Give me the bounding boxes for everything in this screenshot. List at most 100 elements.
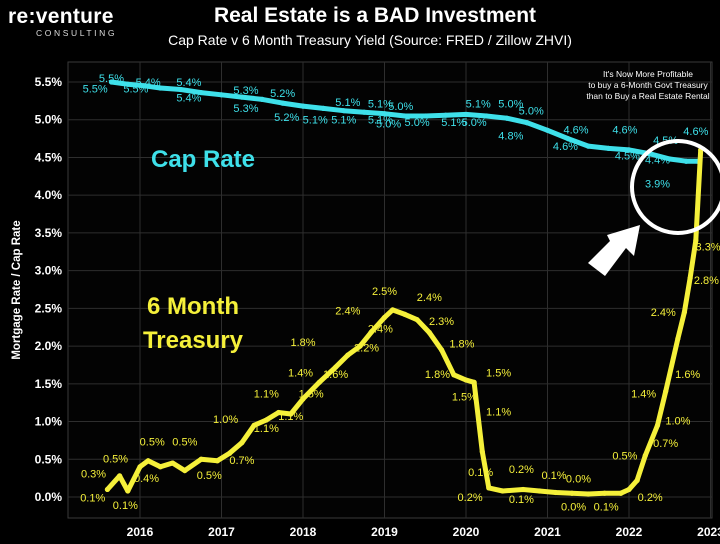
treasury-point bbox=[345, 352, 351, 358]
treasury-point bbox=[681, 309, 688, 315]
y-tick-label: 5.5% bbox=[35, 75, 63, 89]
treasury-data-label: 1.4% bbox=[288, 367, 313, 379]
callout-text-line: It's Now More Profitable bbox=[603, 69, 693, 79]
treasury-point bbox=[239, 440, 245, 446]
treasury-point bbox=[214, 458, 221, 464]
cap-rate-point bbox=[239, 94, 245, 100]
treasury-point bbox=[687, 275, 693, 281]
cap-rate-data-label: 5.2% bbox=[274, 112, 299, 124]
cap-rate-data-label: 5.2% bbox=[270, 88, 295, 100]
cap-rate-data-label: 5.1% bbox=[303, 115, 328, 127]
cap-rate-data-label: 5.1% bbox=[368, 115, 393, 127]
cap-rate-data-label: 4.8% bbox=[498, 130, 523, 142]
cap-rate-point bbox=[585, 143, 591, 149]
y-tick-label: 0.0% bbox=[35, 490, 63, 504]
cap-rate-data-label: 4.6% bbox=[553, 141, 578, 153]
treasury-point bbox=[170, 460, 176, 466]
cap-rate-point bbox=[157, 85, 163, 91]
cap-rate-point bbox=[606, 145, 612, 151]
grid-lines bbox=[67, 61, 713, 519]
treasury-data-label: 0.4% bbox=[134, 473, 159, 485]
x-tick-label: 2019 bbox=[371, 525, 398, 539]
treasury-point bbox=[486, 485, 492, 491]
cap-rate-point bbox=[683, 158, 689, 164]
cap-rate-point bbox=[402, 113, 408, 119]
y-tick-label: 3.0% bbox=[35, 264, 63, 278]
x-tick-label: 2020 bbox=[453, 525, 480, 539]
treasury-point bbox=[601, 490, 608, 496]
cap-rate-data-label: 5.1% bbox=[335, 97, 360, 109]
treasury-data-label: 1.1% bbox=[486, 407, 511, 419]
y-tick-label: 2.0% bbox=[35, 339, 63, 353]
treasury-data-label: 2.4% bbox=[417, 292, 442, 304]
treasury-data-label: 2.2% bbox=[354, 342, 379, 354]
treasury-point bbox=[626, 486, 632, 493]
cap-rate-data-label: 5.5% bbox=[83, 84, 108, 96]
treasury-data-label: 1.1% bbox=[278, 411, 303, 423]
treasury-point bbox=[263, 417, 269, 423]
y-tick-label: 3.5% bbox=[35, 226, 63, 240]
annotations: Cap Rate 6 Month Treasury It's Now More Pro… bbox=[143, 69, 720, 354]
treasury-data-label: 0.2% bbox=[458, 492, 483, 504]
cap-rate-data-label: 5.1% bbox=[441, 117, 466, 129]
treasury-point bbox=[500, 488, 506, 494]
cap-rate-data-label: 5.4% bbox=[176, 77, 201, 89]
treasury-data-label: 0.1% bbox=[541, 470, 566, 482]
brand-logo: re:venture CONSULTING bbox=[8, 5, 118, 39]
treasury-point bbox=[137, 464, 143, 470]
x-tick-label: 2016 bbox=[127, 525, 154, 539]
treasury-data-label: 2.4% bbox=[368, 324, 393, 336]
treasury-data-label: 1.5% bbox=[452, 391, 477, 403]
treasury-data-label: 2.3% bbox=[429, 316, 454, 328]
logo-subtext: CONSULTING bbox=[36, 28, 118, 38]
treasury-point bbox=[654, 422, 661, 428]
treasury-point bbox=[463, 377, 469, 383]
treasury-data-label: 1.1% bbox=[254, 423, 279, 435]
chart-title: Real Estate is a BAD Investment bbox=[213, 4, 537, 27]
cap-rate-point bbox=[443, 112, 449, 118]
treasury-data-label: 0.7% bbox=[653, 438, 678, 450]
treasury-point bbox=[642, 452, 648, 459]
treasury-point bbox=[414, 317, 420, 323]
cap-rate-data-label: 4.5% bbox=[615, 151, 640, 163]
treasury-data-label: 0.5% bbox=[140, 437, 165, 449]
treasury-series-label-line2: Treasury bbox=[143, 327, 244, 354]
cap-rate-data-label: 5.0% bbox=[405, 117, 430, 129]
treasury-data-label: 0.2% bbox=[509, 464, 534, 476]
treasury-data-label: 0.5% bbox=[197, 470, 222, 482]
treasury-point bbox=[381, 314, 388, 321]
cap-rate-point bbox=[198, 89, 204, 96]
treasury-point bbox=[479, 449, 485, 455]
treasury-point bbox=[333, 364, 339, 370]
cap-rate-data-label: 5.0% bbox=[498, 99, 523, 111]
cap-rate-point bbox=[504, 115, 510, 121]
logo-wordmark: re:venture bbox=[8, 5, 114, 28]
y-tick-label: 2.5% bbox=[35, 301, 63, 315]
cap-rate-data-label: 4.6% bbox=[563, 124, 588, 136]
cap-rate-series-label: Cap Rate bbox=[151, 146, 255, 173]
chart-subtitle: Cap Rate v 6 Month Treasury Yield (Sourc… bbox=[168, 32, 572, 48]
cap-rate-point bbox=[626, 147, 632, 153]
treasury-point bbox=[157, 464, 163, 470]
cap-rate-point bbox=[544, 127, 551, 133]
treasury-point bbox=[198, 456, 204, 462]
treasury-data-label: 1.6% bbox=[675, 369, 700, 381]
treasury-point bbox=[104, 486, 110, 493]
cap-rate-point bbox=[341, 108, 347, 114]
y-axis-title: Mortgage Rate / Cap Rate bbox=[11, 220, 23, 359]
treasury-point bbox=[675, 335, 681, 342]
cap-rate-data-label: 4.4% bbox=[645, 154, 670, 166]
x-tick-label: 2022 bbox=[616, 525, 643, 539]
treasury-point bbox=[585, 491, 591, 497]
treasury-data-label: 1.8% bbox=[425, 369, 450, 381]
treasury-data-label: 1.1% bbox=[254, 388, 279, 400]
treasury-data-label: 2.4% bbox=[335, 305, 360, 317]
treasury-point bbox=[438, 347, 445, 353]
cap-rate-data-label: 5.1% bbox=[331, 115, 356, 127]
treasury-data-label: 1.6% bbox=[323, 369, 348, 381]
cap-rate-data-label: 5.5% bbox=[99, 73, 124, 85]
x-tick-label: 2018 bbox=[290, 525, 317, 539]
treasury-data-label: 1.0% bbox=[665, 416, 690, 428]
cap-rate-point bbox=[381, 111, 388, 117]
